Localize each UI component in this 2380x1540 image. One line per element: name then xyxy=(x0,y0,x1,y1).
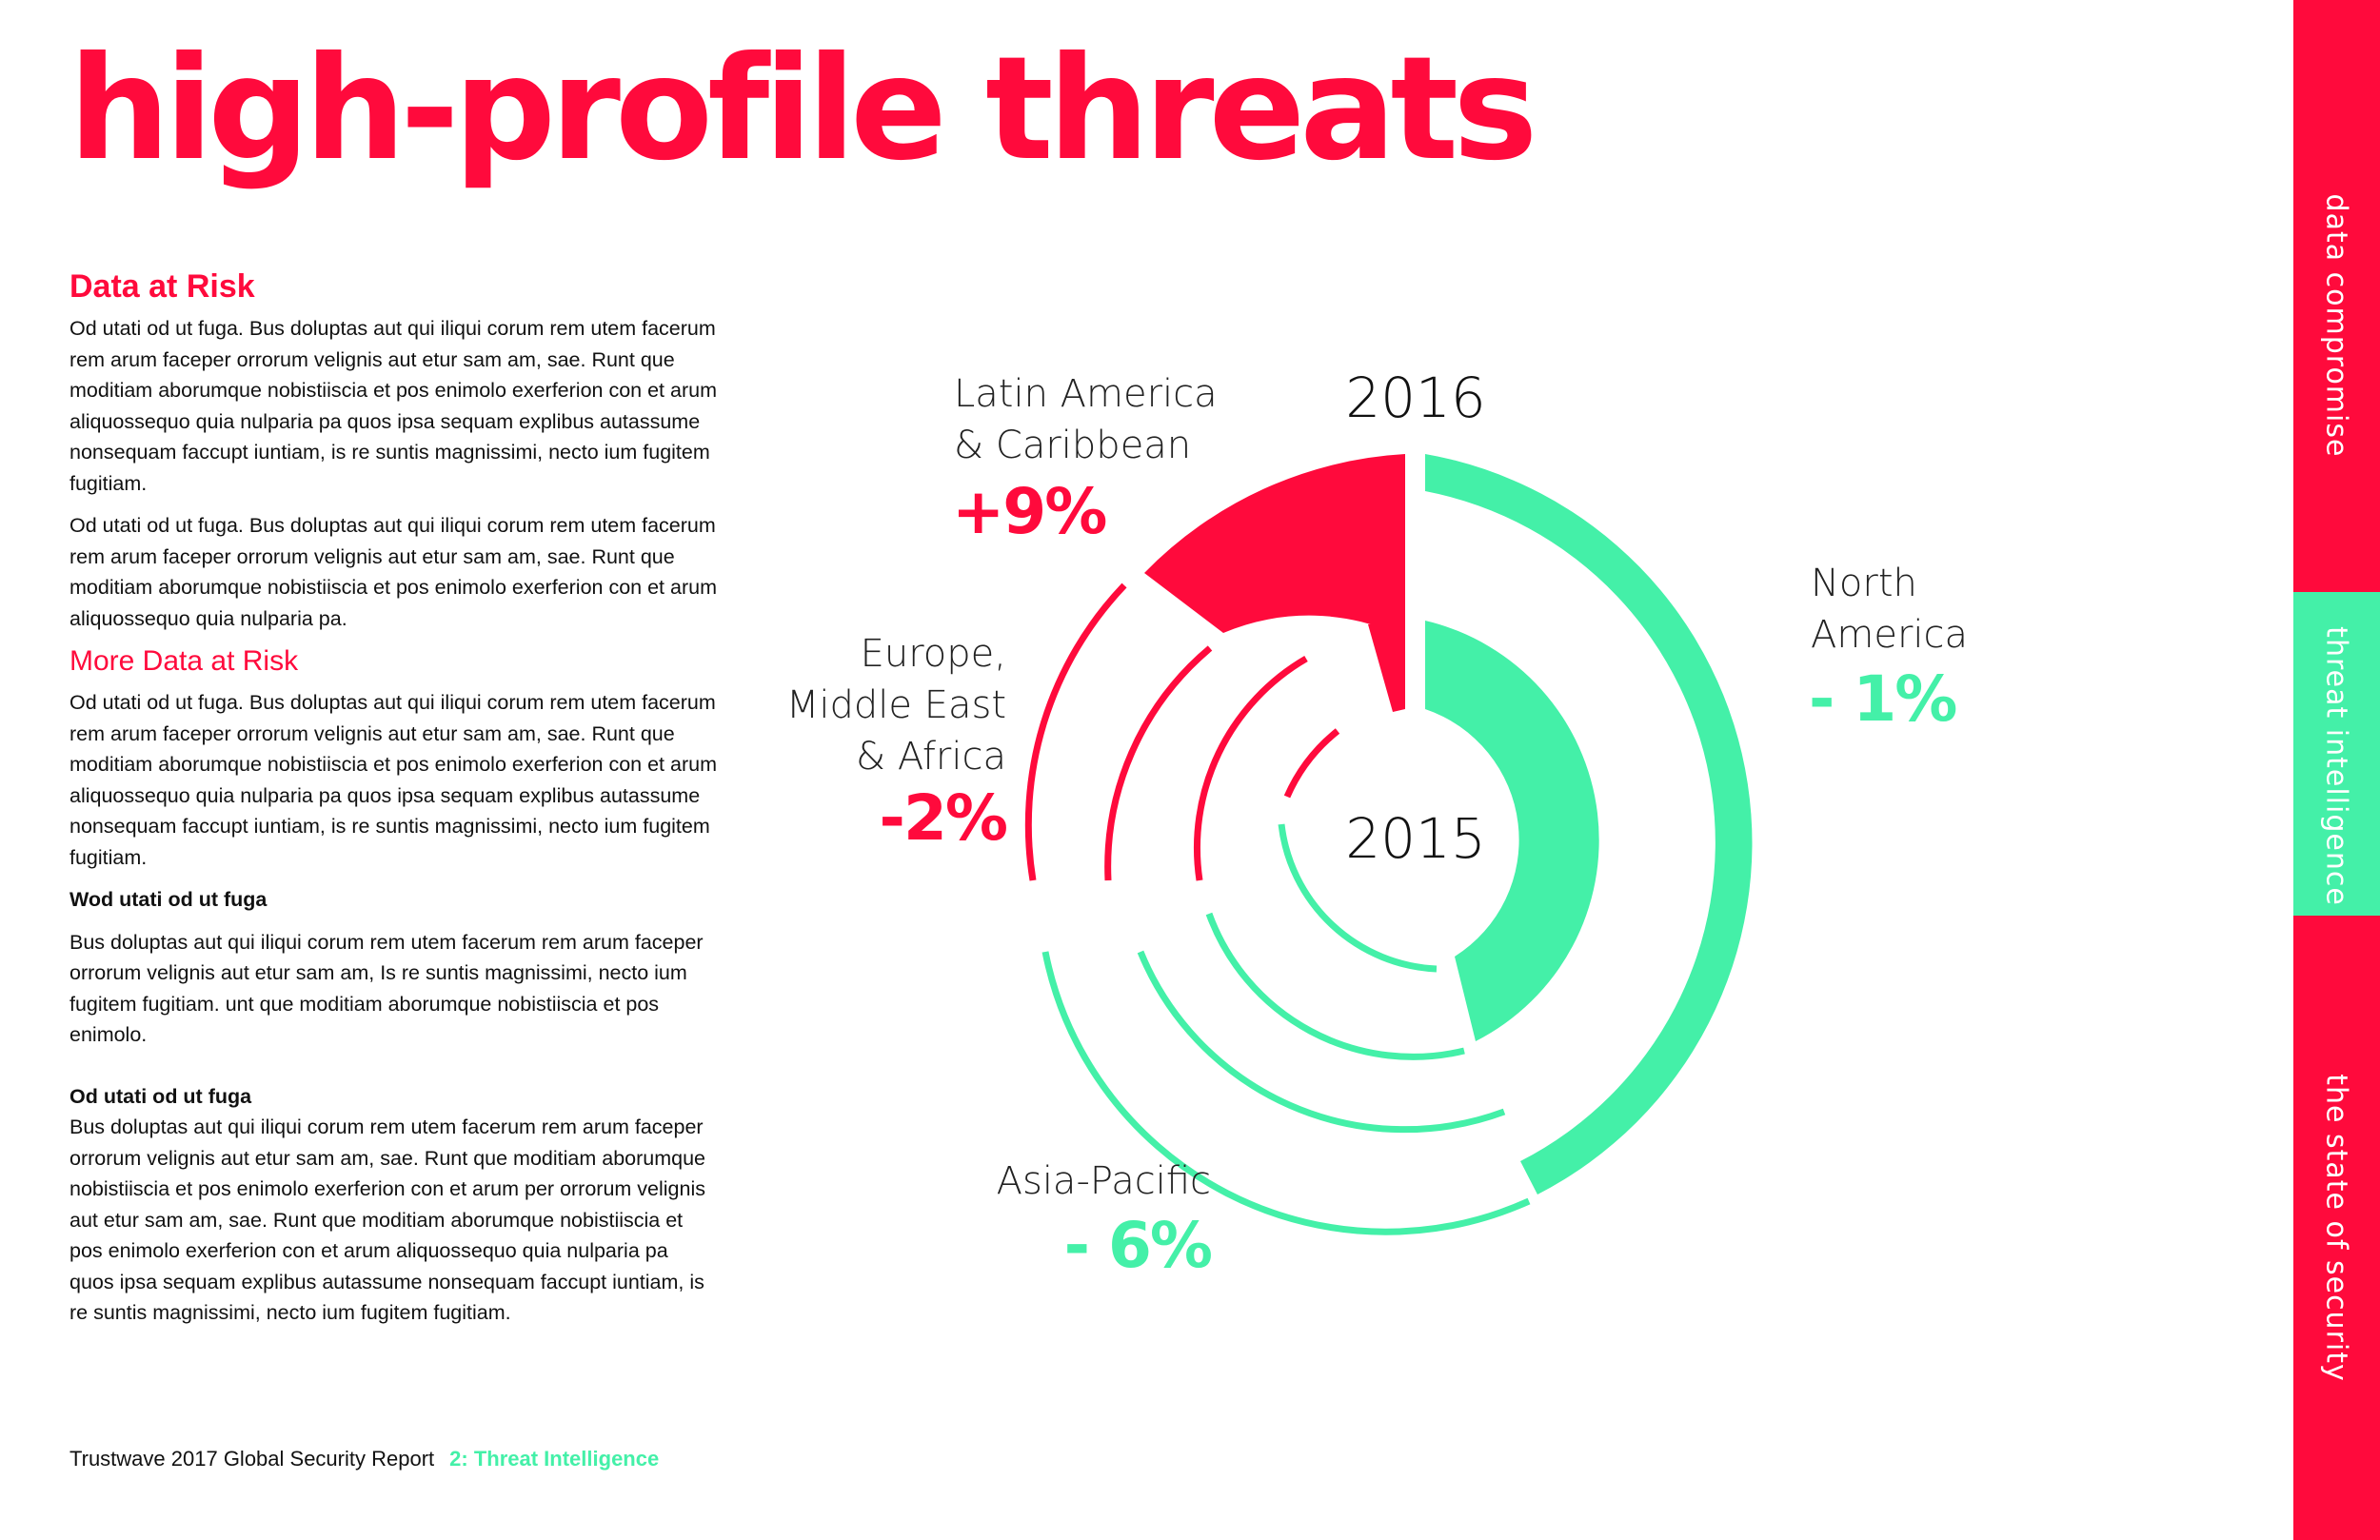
ring-2016-north-america-segment xyxy=(1425,454,1753,1194)
section-heading-data-at-risk: Data at Risk xyxy=(69,268,255,305)
region-label-emea-line1: Europe, xyxy=(861,632,1006,676)
sidebar-item-label: threat intelligence xyxy=(2319,626,2353,906)
ring-mid-emea-arc xyxy=(1104,645,1213,881)
body-paragraph-3: Od utati od ut fuga. Bus doluptas aut qu… xyxy=(69,691,717,869)
subheading-1: Wod utati od ut fuga xyxy=(69,888,268,911)
body-paragraph-4: Bus doluptas aut qui iliqui corum rem ut… xyxy=(69,930,704,1047)
sidebar-item-label: data compromise xyxy=(2319,193,2353,458)
page-title: high-profile threats xyxy=(69,27,1537,192)
region-change-emea: -2% xyxy=(880,781,1007,855)
section-heading-more-data-at-risk: More Data at Risk xyxy=(69,645,299,677)
year-label-2015: 2015 xyxy=(1345,806,1486,871)
ring-mid-asia-pacific-arc xyxy=(1137,950,1506,1134)
ring-2015-asia-pacific-arc xyxy=(1205,912,1465,1060)
ring-2016-emea-arc xyxy=(1024,582,1127,881)
subheading-2: Od utati od ut fuga xyxy=(69,1084,252,1108)
ring-inner-emea-arc xyxy=(1283,728,1340,799)
region-label-latin-america-line2: & Caribbean xyxy=(954,424,1191,467)
ring-2016-latin-america-segment xyxy=(1144,454,1405,638)
article-column: Data at Risk Od utati od ut fuga. Bus do… xyxy=(69,268,717,1340)
ring-2016-asia-pacific-arc xyxy=(1041,951,1531,1235)
body-paragraph-1: Od utati od ut fuga. Bus doluptas aut qu… xyxy=(69,317,717,495)
region-label-emea-line3: & Africa xyxy=(856,735,1006,779)
region-label-north-america-line1: North xyxy=(1811,562,1917,605)
page-footer: Trustwave 2017 Global Security Report 2: … xyxy=(69,1447,659,1471)
ring-2015-emea-arc xyxy=(1193,655,1308,881)
region-change-asia-pacific: - 6% xyxy=(1064,1209,1212,1282)
year-label-2016: 2016 xyxy=(1345,365,1486,430)
ring-inner-asia-pacific-arc xyxy=(1278,823,1438,973)
footer-section-name: 2: Threat Intelligence xyxy=(449,1447,660,1471)
body-paragraph-5: Bus doluptas aut qui iliqui corum rem ut… xyxy=(69,1116,706,1324)
region-label-asia-pacific: Asia-Pacific xyxy=(997,1159,1211,1203)
sidebar-item-label: the state of security xyxy=(2319,1074,2353,1382)
region-change-north-america: - 1% xyxy=(1809,662,1956,736)
sidebar-active-indicator xyxy=(2293,592,2380,916)
region-label-emea-line2: Middle East xyxy=(786,683,1006,727)
region-label-north-america-line2: America xyxy=(1811,613,1968,657)
body-paragraph-2: Od utati od ut fuga. Bus doluptas aut qu… xyxy=(69,514,717,630)
ring-2015-north-america-segment xyxy=(1425,621,1599,1041)
ring-2015-latin-america-segment xyxy=(1368,621,1405,712)
region-change-latin-america: +9% xyxy=(952,475,1106,548)
region-label-latin-america-line1: Latin America xyxy=(954,372,1218,416)
footer-report-title: Trustwave 2017 Global Security Report xyxy=(69,1447,435,1471)
